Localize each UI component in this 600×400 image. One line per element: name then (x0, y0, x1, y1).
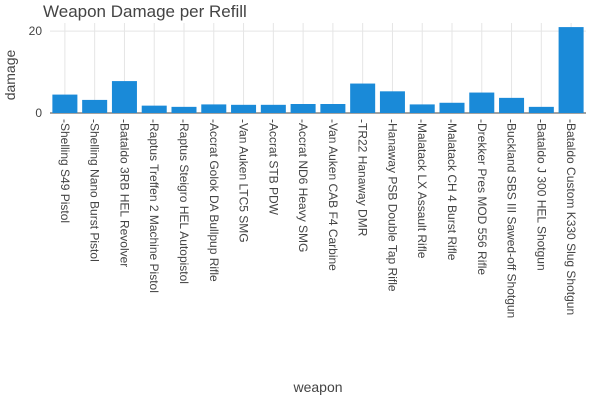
x-axis-title: weapon (292, 379, 342, 395)
bar (379, 91, 405, 113)
x-tick-label: -Buckland SBS III Sawed-off Shotgun (505, 119, 519, 318)
x-tick-label: -Van Auken LTC5 SMG (237, 119, 251, 243)
bar (499, 97, 525, 113)
bar (558, 27, 584, 114)
y-tick-label: 0 (35, 106, 42, 120)
x-tick-label: -Accrat STB PDW (266, 119, 280, 216)
bar (52, 94, 78, 113)
bar (350, 83, 376, 113)
x-tick-label: -Bataldo J 300 HEL Shotgun (534, 119, 548, 271)
x-tick-label: -Bataldo Custom K330 Slug Shotgun (564, 119, 578, 315)
x-tick-label: -Malatack CH 4 Burst Rifle (445, 119, 459, 261)
x-tick-label: -Van Auken CAB F4 Carbine (326, 119, 340, 271)
y-axis-ticks: 0 20 (29, 24, 43, 120)
chart-title: Weapon Damage per Refill (43, 2, 247, 21)
x-tick-label: -Accrat ND6 Heavy SMG (296, 119, 310, 252)
bar (201, 104, 227, 113)
bars (52, 27, 584, 114)
bar (260, 104, 286, 113)
bar (82, 99, 108, 113)
bar (141, 105, 167, 113)
bar (320, 104, 346, 113)
y-tick-label: 20 (29, 24, 43, 38)
bar (469, 92, 495, 113)
bar (111, 81, 137, 113)
x-tick-label: -Raptus Steigro HEL Autopistol (177, 119, 191, 284)
x-tick-label: -Raptus Treffen 2 Machine Pistol (147, 119, 161, 293)
bar (528, 106, 554, 113)
x-tick-label: -Bataldo 3RB HEL Revolver (117, 119, 131, 267)
x-tick-label: -Drekker Pres MOD 556 Rifle (475, 119, 489, 275)
bar (409, 104, 435, 113)
bar (439, 102, 465, 113)
x-tick-label: -TR22 Hanaway DMR (356, 119, 370, 237)
x-tick-label: -Hanaway PSB Double Tap Rifle (385, 119, 399, 292)
bar (171, 106, 197, 113)
x-tick-label: -Shelling S49 Pistol (58, 119, 72, 223)
bar (290, 104, 316, 113)
x-tick-label: -Shelling Nano Burst Pistol (88, 119, 102, 262)
y-axis-title: damage (2, 49, 18, 100)
bar (231, 104, 257, 113)
x-axis-ticks: -Shelling S49 Pistol -Shelling Nano Burst… (58, 119, 578, 318)
x-tick-label: -Malatack LX Assault Rifle (415, 119, 429, 259)
x-tick-label: -Accrat Golok DA Bullpup Rifle (207, 119, 221, 282)
